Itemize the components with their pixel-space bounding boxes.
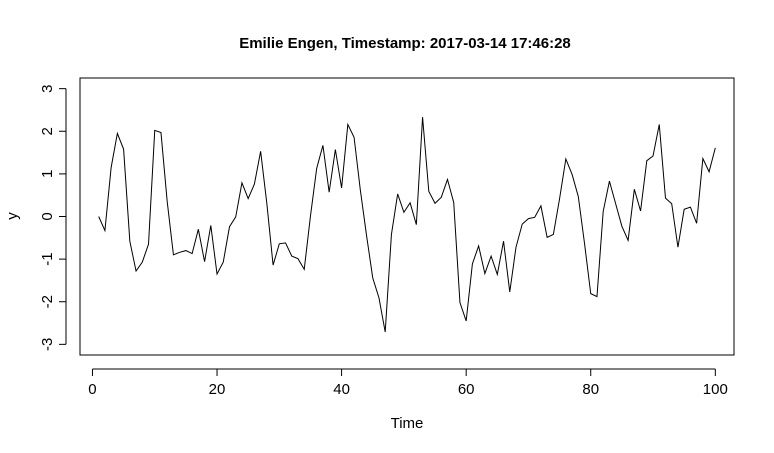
x-tick-label: 0 (88, 381, 96, 398)
y-tick-label: -1 (39, 252, 56, 265)
x-axis-label: Time (391, 415, 424, 432)
y-axis: -3 -2 -1 0 1 2 3 (39, 84, 67, 351)
x-tick-label: 100 (703, 381, 728, 398)
y-tick-label: -3 (39, 338, 56, 351)
y-tick-label: 3 (39, 84, 56, 92)
chart-title: Emilie Engen, Timestamp: 2017-03-14 17:4… (239, 35, 571, 52)
x-tick-label: 40 (333, 381, 350, 398)
series-line (98, 117, 716, 333)
y-tick-label: -2 (39, 295, 56, 308)
plot-frame (79, 77, 735, 356)
y-tick-label: 0 (39, 212, 56, 220)
y-axis-label: y (4, 212, 21, 220)
x-tick-label: 20 (209, 381, 226, 398)
x-axis: 0 20 40 60 80 100 (88, 368, 728, 398)
y-tick-label: 2 (39, 127, 56, 135)
x-tick-label: 60 (458, 381, 475, 398)
x-tick-label: 80 (582, 381, 599, 398)
y-tick-label: 1 (39, 170, 56, 178)
